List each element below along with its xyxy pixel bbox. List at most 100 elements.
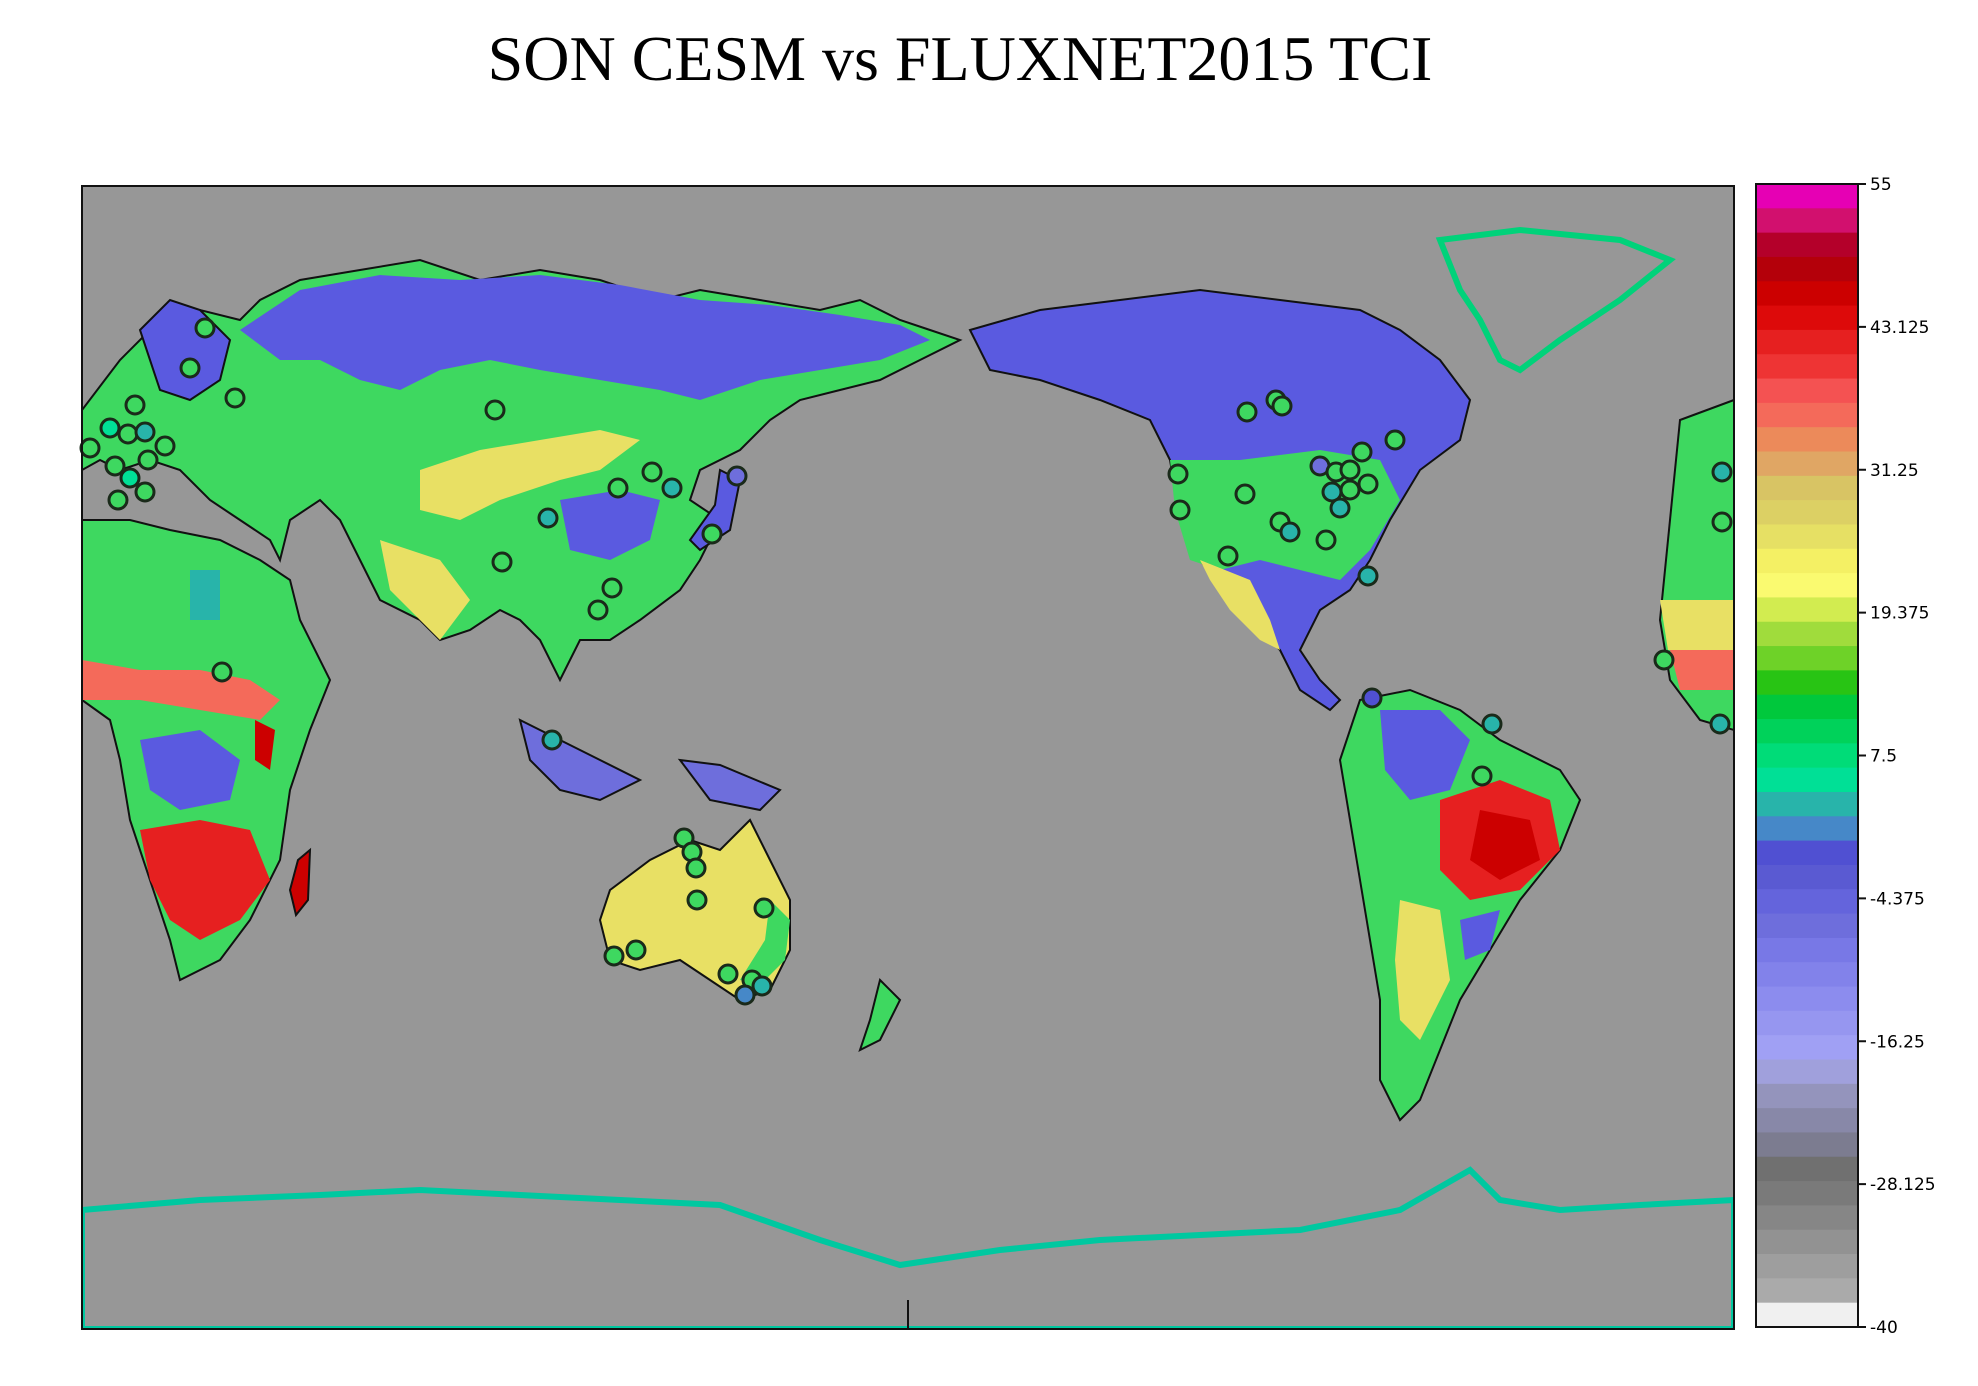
site-marker [625, 939, 647, 961]
site-marker [661, 477, 683, 499]
colorbar-swatch [1756, 621, 1858, 647]
colorbar-swatch [1756, 378, 1858, 404]
site-marker [686, 889, 708, 911]
region-tibet [560, 490, 660, 560]
fluxnet-sites [79, 317, 1733, 1006]
colorbar-swatch [1756, 573, 1858, 599]
colorbar-swatch [1756, 597, 1858, 623]
colorbar-swatch [1756, 427, 1858, 453]
site-marker [1351, 441, 1373, 463]
region-siberia [240, 275, 930, 400]
region-north-africa-teal [190, 570, 220, 620]
colorbar-swatch [1756, 402, 1858, 428]
colorbar [1756, 184, 1858, 1328]
site-marker [134, 421, 156, 443]
colorbar-swatch [1756, 694, 1858, 720]
site-marker [685, 857, 707, 879]
colorbar-tick-label: -28.125 [1870, 1175, 1936, 1195]
region-southern-africa [140, 820, 270, 940]
site-marker [1234, 483, 1256, 505]
site-marker [1709, 713, 1731, 735]
land-new-guinea [677, 758, 782, 812]
colorbar-swatch [1756, 256, 1858, 282]
colorbar-swatch [1756, 208, 1858, 234]
colorbar-tick-label: 31.25 [1870, 461, 1919, 481]
site-marker [1384, 429, 1406, 451]
site-marker [491, 551, 513, 573]
colorbar-swatch [1756, 1181, 1858, 1207]
site-marker [107, 489, 129, 511]
site-marker [1711, 511, 1733, 533]
colorbar-swatch [1756, 1108, 1858, 1134]
colorbar-swatch [1756, 816, 1858, 842]
colorbar-swatch [1756, 1205, 1858, 1231]
region-south-brazil [1460, 910, 1500, 960]
site-marker [104, 455, 126, 477]
site-marker [1217, 545, 1239, 567]
site-marker [717, 963, 739, 985]
colorbar-tick-label: 7.5 [1870, 747, 1897, 767]
site-marker [1339, 459, 1361, 481]
colorbar-ticks: 55 43.125 31.25 19.375 7.5 -4.375 -16.25 -28.12… [1858, 175, 1936, 1338]
colorbar-tick-label: 43.125 [1870, 318, 1929, 338]
region-brazil-core [1470, 810, 1540, 880]
site-marker [154, 435, 176, 457]
site-marker [194, 317, 216, 339]
land-new-zealand [858, 978, 902, 1052]
colorbar-swatch [1756, 1132, 1858, 1158]
region-west-africa-yellow [1660, 600, 1734, 650]
colorbar-swatch [1756, 889, 1858, 915]
region-mexico [1200, 560, 1280, 650]
page-title: SON CESM vs FLUXNET2015 TCI [487, 23, 1433, 94]
site-marker [1167, 463, 1189, 485]
colorbar-swatch [1756, 184, 1858, 209]
colorbar-tick-label: -16.25 [1870, 1032, 1925, 1052]
site-marker [1357, 473, 1379, 495]
site-marker [211, 661, 233, 683]
colorbar-swatch [1756, 719, 1858, 744]
colorbar-swatch [1756, 475, 1858, 501]
site-marker [1169, 499, 1191, 521]
colorbar-swatch [1756, 962, 1858, 988]
land-antarctica [82, 1166, 1734, 1329]
colorbar-swatch [1756, 354, 1858, 380]
colorbar-swatch [1756, 670, 1858, 696]
site-marker [134, 481, 156, 503]
site-marker [751, 975, 773, 997]
region-central-asia-dry [420, 430, 640, 520]
colorbar-swatch [1756, 986, 1858, 1012]
site-marker [1315, 529, 1337, 551]
site-marker [607, 477, 629, 499]
colorbar-swatch [1756, 329, 1858, 355]
site-marker [1271, 395, 1293, 417]
site-marker [537, 507, 559, 529]
region-amazon [1380, 710, 1470, 800]
site-marker [1711, 461, 1733, 483]
site-marker [753, 897, 775, 919]
colorbar-swatch [1756, 500, 1858, 526]
site-marker [541, 729, 563, 751]
site-marker [224, 387, 246, 409]
site-marker [601, 577, 623, 599]
site-marker [603, 945, 625, 967]
site-marker [1481, 713, 1503, 735]
site-marker [79, 437, 101, 459]
colorbar-swatch [1756, 743, 1858, 769]
colorbar-swatch [1756, 1302, 1858, 1328]
site-marker [1279, 521, 1301, 543]
colorbar-swatch [1756, 913, 1858, 939]
colorbar-swatch [1756, 1059, 1858, 1085]
colorbar-swatch [1756, 305, 1858, 331]
colorbar-swatch [1756, 1254, 1858, 1279]
region-east-africa [255, 720, 275, 770]
colorbar-swatch [1756, 767, 1858, 793]
site-marker [641, 461, 663, 483]
site-marker [734, 984, 756, 1006]
colorbar-swatch [1756, 548, 1858, 574]
colorbar-swatch [1756, 1035, 1858, 1061]
land-greenland [1435, 226, 1676, 374]
site-marker [1653, 649, 1675, 671]
colorbar-swatch [1756, 791, 1858, 817]
site-marker [124, 394, 146, 416]
